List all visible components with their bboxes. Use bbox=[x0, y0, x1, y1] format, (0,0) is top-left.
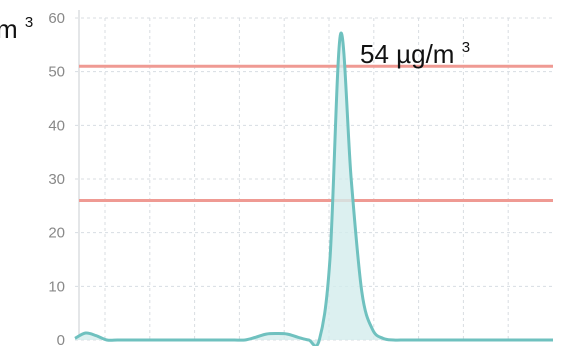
peak-annotation: 54 µg/m 3 bbox=[360, 39, 470, 69]
reference-lines bbox=[79, 64, 553, 202]
peak-annotation-value: 54 µg/m bbox=[360, 39, 454, 69]
series bbox=[74, 31, 553, 346]
y-axis-ticks: 0 10 20 30 40 50 60 bbox=[48, 10, 65, 346]
series-line bbox=[74, 31, 553, 346]
clipped-unit-label: m 3 bbox=[0, 14, 33, 44]
y-tick-label: 10 bbox=[48, 278, 65, 295]
series-area bbox=[75, 33, 553, 346]
y-tick-label: 0 bbox=[57, 332, 65, 346]
clipped-unit-superscript: 3 bbox=[25, 14, 33, 31]
y-tick-label: 60 bbox=[48, 10, 65, 27]
y-tick-label: 40 bbox=[48, 117, 65, 134]
clipped-unit-text: m bbox=[0, 14, 18, 44]
peak-annotation-superscript: 3 bbox=[462, 39, 470, 56]
y-tick-label: 50 bbox=[48, 64, 65, 81]
y-tick-label: 20 bbox=[48, 225, 65, 242]
grid bbox=[75, 10, 553, 341]
y-tick-label: 30 bbox=[48, 171, 65, 188]
